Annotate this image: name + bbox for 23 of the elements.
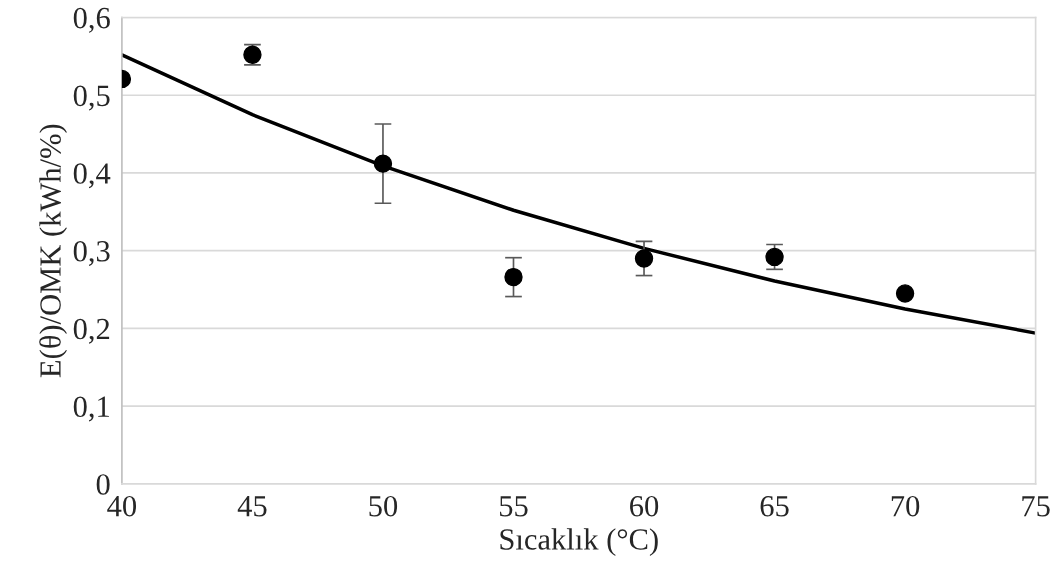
point	[895, 284, 915, 303]
y-tick-label: 0,3	[73, 240, 110, 266]
x-tick-label: 55	[499, 496, 528, 517]
y-tick-label: 0,2	[73, 318, 110, 344]
x-tick-label: 65	[760, 495, 789, 517]
x-tick-label: 75	[1022, 496, 1050, 517]
y-tick-label: 0,1	[73, 396, 109, 422]
y-tick-label: 0,6	[73, 7, 110, 33]
x-tick-label: 40	[107, 495, 137, 517]
point	[765, 247, 784, 267]
point	[504, 267, 523, 287]
point	[634, 249, 654, 268]
point	[373, 154, 393, 173]
line-series	[121, 53, 1036, 335]
y-axis-title: E(θ)/OMK (kWh/%)	[39, 124, 68, 378]
x-axis-title: Sıcaklık (°C)	[500, 528, 658, 556]
y-tick-label: 0	[96, 474, 110, 495]
x-tick-label: 50	[369, 495, 398, 517]
x-tick-label: 45	[237, 496, 267, 517]
y-tick-label: 0,4	[73, 163, 111, 189]
y-tick-label: 0,5	[73, 85, 110, 111]
x-tick-label: 70	[891, 495, 920, 517]
x-tick-label: 60	[630, 495, 659, 517]
